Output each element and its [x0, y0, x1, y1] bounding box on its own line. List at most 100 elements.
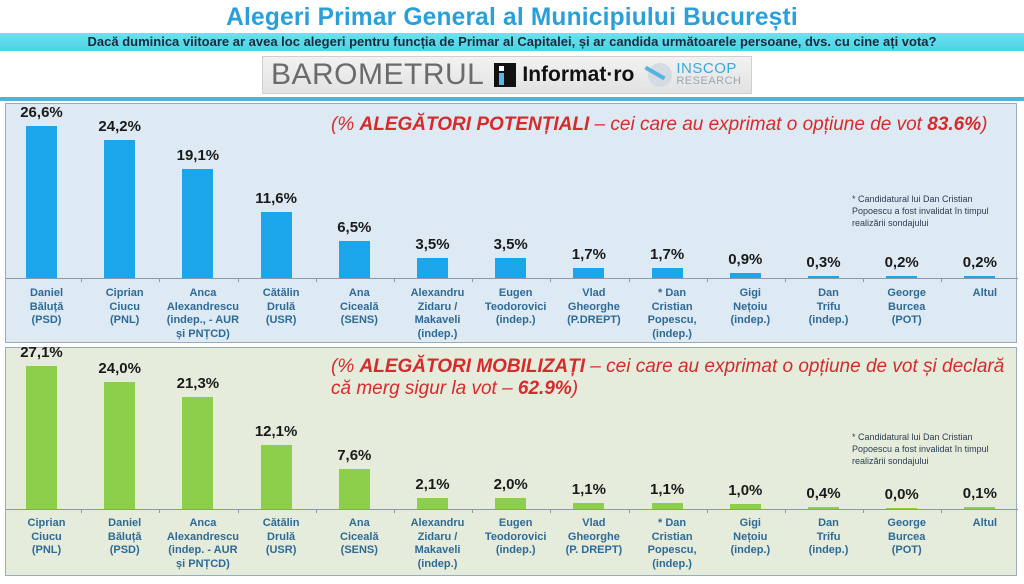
bar-column: 3,5%	[476, 104, 555, 278]
category-label: Ana Ciceală (SENS)	[340, 517, 379, 556]
axis-tick	[81, 509, 83, 513]
bar-column: 11,6%	[242, 104, 321, 278]
value-label: 11,6%	[255, 189, 297, 207]
axis-tick	[159, 509, 161, 513]
bar	[182, 168, 214, 278]
axis-tick	[394, 278, 395, 282]
bar	[808, 276, 839, 278]
bar	[886, 276, 918, 278]
category-label: Dan Trifu (indep.)	[808, 517, 849, 556]
category-label: Eugen Teodorovici (indep.)	[484, 517, 547, 556]
bar-column: 1,0%	[711, 348, 790, 509]
category-label: Daniel Băluță (PSD)	[29, 287, 64, 326]
category-label: Eugen Teodorovici (indep.)	[484, 287, 547, 326]
value-label: 6,5%	[337, 218, 372, 236]
bar	[338, 240, 370, 278]
category-label: Alexandru Zidaru / Makaveli (indep.)	[410, 287, 465, 340]
value-label: 2,1%	[415, 475, 450, 493]
bar-area: 27,1% 24,0% 21,3% 12,1% 7,6% 2,1% 2,0% 1,1% 1,1%…	[6, 344, 1018, 509]
inscop-text: INSCOP RESEARCH	[676, 61, 741, 87]
x-axis	[6, 278, 1018, 279]
value-label: 24,2%	[98, 117, 141, 135]
bar	[964, 507, 996, 509]
value-label: 1,7%	[571, 246, 606, 264]
bar-column: 27,1%	[7, 344, 86, 509]
value-label: 26,6%	[20, 103, 63, 121]
value-label: 0,2%	[962, 254, 997, 271]
value-label: 24,0%	[98, 360, 141, 378]
axis-tick	[550, 278, 552, 282]
category-label: Cătălin Drulă (USR)	[262, 517, 300, 556]
bar-column: 0,1%	[945, 348, 1024, 509]
axis-tick	[628, 509, 630, 513]
category-label: Gigi Nețoiu (indep.)	[730, 287, 771, 326]
value-label: 0,9%	[728, 250, 763, 268]
value-label: 0,0%	[884, 486, 919, 503]
bar	[964, 276, 996, 278]
category-label: Daniel Băluță (PSD)	[107, 517, 142, 556]
survey-question: Dacă duminica viitoare ar avea loc alege…	[0, 33, 1024, 51]
bar	[338, 468, 370, 509]
axis-tick	[237, 509, 239, 513]
bar	[573, 268, 605, 278]
bar-column: 24,0%	[85, 348, 164, 509]
axis-tick	[315, 278, 317, 282]
x-axis	[6, 509, 1018, 510]
bar	[260, 211, 292, 278]
value-label: 3,5%	[493, 235, 528, 253]
bar-column: 1,1%	[633, 348, 712, 509]
axis-tick	[315, 509, 317, 513]
axis-tick	[863, 278, 865, 282]
bar-column: 0,2%	[867, 104, 946, 278]
bar-area: 26,6% 24,2% 19,1% 11,6% 6,5% 3,5% 3,5% 1,7% 1,7%…	[6, 104, 1018, 278]
inscop-mark-icon	[648, 63, 673, 87]
category-label: * Dan Cristian Popescu, (indep.)	[647, 517, 697, 570]
header-divider	[0, 97, 1024, 101]
axis-tick	[394, 509, 395, 513]
axis-tick	[472, 278, 474, 282]
potential-voters-chart: (% ALEGĂTORI POTENȚIALI – cei care au ex…	[5, 103, 1018, 343]
mobilized-voters-chart: (% ALEGĂTORI MOBILIZAȚI – cei care au ex…	[5, 344, 1018, 576]
informat-logo: Informat ·ro	[494, 63, 634, 87]
axis-tick	[706, 278, 708, 282]
category-label: Anca Alexandrescu (indep. - AUR și PNȚCD)	[166, 517, 239, 570]
potential-footnote: * Candidatural lui Dan Cristian Popoescu…	[852, 194, 989, 228]
bar	[495, 257, 527, 278]
axis-tick	[159, 278, 161, 282]
value-label: 2,0%	[493, 476, 528, 494]
bar-column: 7,6%	[320, 348, 399, 509]
bar-column: 3,5%	[398, 104, 477, 278]
category-label: George Burcea (POT)	[887, 287, 926, 326]
category-label: Altul	[972, 517, 998, 529]
bar	[808, 506, 839, 509]
axis-tick	[941, 278, 943, 282]
bar-column: 2,0%	[476, 348, 555, 509]
axis-tick	[785, 509, 786, 513]
value-label: 1,0%	[728, 481, 763, 499]
category-label: Vlad Gheorghe (P. DREPT)	[565, 517, 623, 556]
axis-tick	[863, 509, 865, 513]
axis-tick	[785, 278, 786, 282]
bar	[729, 272, 761, 278]
value-label: 1,1%	[649, 481, 685, 499]
bar-column: 24,2%	[85, 104, 164, 278]
bar	[651, 503, 683, 509]
bar	[182, 396, 214, 509]
value-label: 0,2%	[884, 254, 919, 271]
informat-suffix: ·ro	[606, 63, 635, 86]
value-label: 7,6%	[337, 446, 372, 464]
mobilized-footnote: * Candidatural lui Dan Cristian Popoescu…	[852, 432, 989, 466]
bar	[495, 498, 527, 509]
category-label: Ana Ciceală (SENS)	[340, 287, 379, 326]
bar	[26, 125, 57, 278]
category-label: Ciprian Ciucu (PNL)	[105, 287, 144, 326]
category-label: Alexandru Zidaru / Makaveli (indep.)	[410, 517, 465, 570]
bar-column: 12,1%	[242, 348, 321, 509]
bar-column: 6,5%	[320, 104, 399, 278]
barometrul-logo: BAROMETRUL	[271, 58, 485, 91]
bar	[886, 508, 918, 509]
value-label: 0,4%	[806, 484, 841, 502]
potential-chart-heading: (% ALEGĂTORI POTENȚIALI – cei care au ex…	[331, 114, 988, 135]
bar	[104, 139, 136, 278]
value-label: 0,1%	[962, 485, 997, 502]
